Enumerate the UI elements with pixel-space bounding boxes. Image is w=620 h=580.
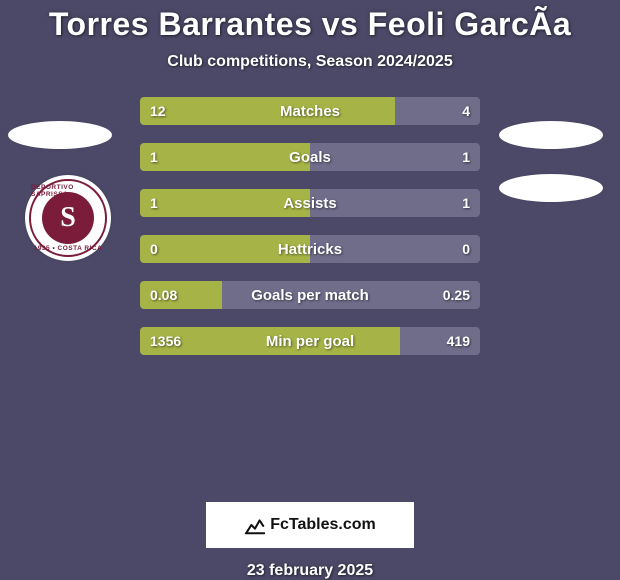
stat-row: Assists11 [140, 189, 480, 217]
stat-rows: Matches124Goals11Assists11Hattricks00Goa… [140, 97, 480, 373]
brand-icon [244, 514, 266, 536]
stat-value-right: 0 [452, 235, 480, 263]
stat-value-right: 0.25 [433, 281, 480, 309]
subtitle: Club competitions, Season 2024/2025 [167, 53, 452, 71]
page-title: Torres Barrantes vs Feoli GarcÃ­a [49, 6, 571, 43]
stat-row: Hattricks00 [140, 235, 480, 263]
stat-value-left: 0.08 [140, 281, 187, 309]
stat-value-left: 1 [140, 189, 168, 217]
brand-text: FcTables.com [270, 516, 376, 534]
stat-row: Min per goal1356419 [140, 327, 480, 355]
stat-value-left: 1356 [140, 327, 191, 355]
stat-value-right: 1 [452, 189, 480, 217]
stat-value-left: 12 [140, 97, 176, 125]
club-left-badge: DEPORTIVO SAPRISSA S 1935 • COSTA RICA [25, 175, 111, 261]
player-left-photo-placeholder [8, 121, 112, 149]
stage: DEPORTIVO SAPRISSA S 1935 • COSTA RICA M… [0, 97, 620, 498]
stat-value-right: 4 [452, 97, 480, 125]
stat-row: Goals per match0.080.25 [140, 281, 480, 309]
stat-value-right: 1 [452, 143, 480, 171]
stat-value-right: 419 [437, 327, 480, 355]
stat-row: Goals11 [140, 143, 480, 171]
stat-bar-left [140, 97, 395, 125]
badge-letter: S [42, 192, 94, 244]
comparison-container: Torres Barrantes vs Feoli GarcÃ­a Club c… [0, 0, 620, 580]
stat-row: Matches124 [140, 97, 480, 125]
club-right-logo-placeholder [499, 174, 603, 202]
player-right-photo-placeholder [499, 121, 603, 149]
badge-ring: DEPORTIVO SAPRISSA S 1935 • COSTA RICA [29, 179, 107, 257]
stat-value-left: 0 [140, 235, 168, 263]
brand-box[interactable]: FcTables.com [206, 502, 414, 548]
stat-value-left: 1 [140, 143, 168, 171]
badge-bottom-text: 1935 • COSTA RICA [34, 245, 103, 252]
date-text: 23 february 2025 [247, 562, 373, 580]
badge-top-text: DEPORTIVO SAPRISSA [31, 184, 105, 198]
